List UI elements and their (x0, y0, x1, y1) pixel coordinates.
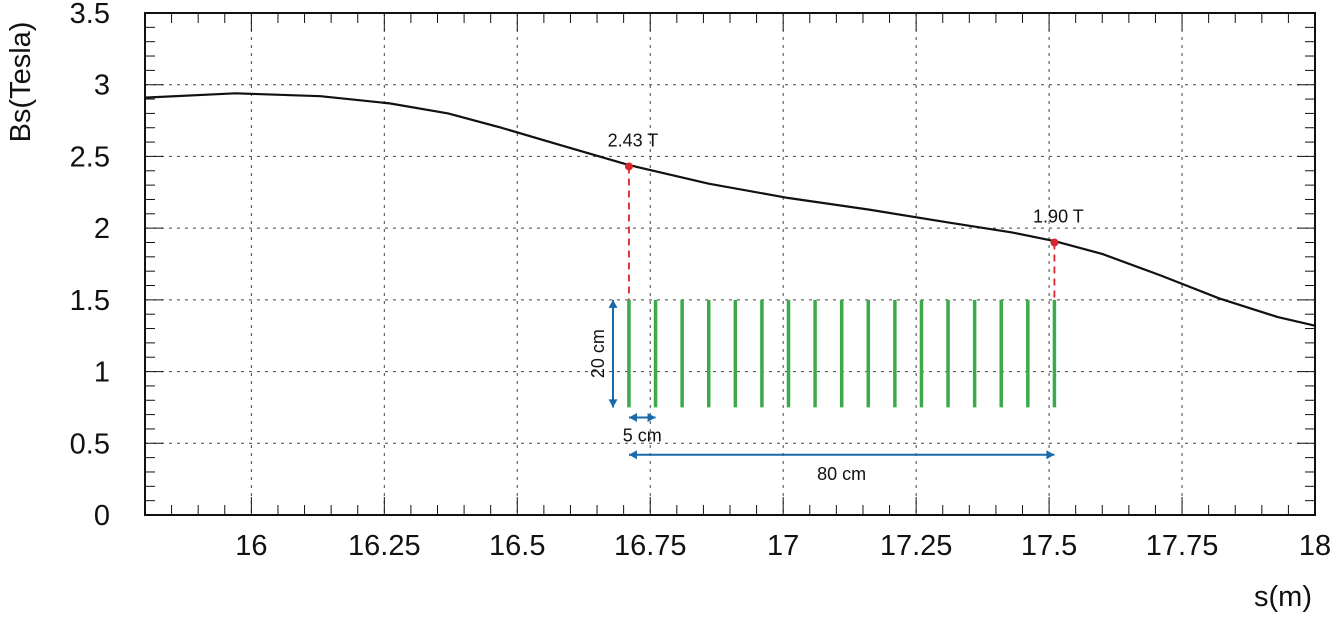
series (144, 92, 1316, 327)
arrow-head (647, 412, 656, 422)
markers: 2.43 T 1.90 T (608, 130, 1084, 300)
y-tick-labels: 0 0.5 1 1.5 2 2.5 3 3.5 (70, 0, 110, 532)
arrow-head (608, 399, 618, 408)
y-tick-label: 3 (94, 70, 110, 102)
grid (145, 13, 1315, 515)
arrow-head (1046, 450, 1055, 460)
marker-point (1050, 238, 1059, 247)
x-tick-label: 16 (235, 530, 267, 562)
dimension-label: 80 cm (817, 464, 866, 484)
y-tick-label: 1 (94, 357, 110, 389)
arrow-head (628, 412, 637, 422)
x-axis-label: s(m) (1254, 581, 1312, 613)
field-curve (144, 92, 1316, 327)
y-tick-label: 0 (94, 500, 110, 532)
x-tick-label: 17.25 (880, 530, 953, 562)
y-tick-label: 0.5 (70, 428, 110, 460)
plot-frame (144, 12, 1316, 516)
minor-ticks (144, 12, 1316, 516)
plates (627, 299, 1057, 408)
x-tick-labels: 16 16.25 16.5 16.75 17 17.25 17.5 17.75 18 (235, 530, 1331, 562)
marker-point (624, 162, 633, 171)
x-tick-label: 16.25 (348, 530, 421, 562)
y-tick-label: 3.5 (70, 0, 110, 30)
x-tick-label: 16.75 (614, 530, 687, 562)
dimension-label: 20 cm (588, 329, 608, 378)
y-axis-label: Bs(Tesla) (5, 22, 37, 143)
y-tick-label: 2 (94, 213, 110, 245)
x-tick-label: 17.75 (1146, 530, 1219, 562)
arrow-head (608, 299, 618, 308)
x-tick-label: 17.5 (1021, 530, 1077, 562)
dimension-arrows: 20 cm 5 cm 80 cm (588, 299, 1055, 484)
marker-label: 2.43 T (608, 130, 659, 150)
x-tick-label: 17 (767, 530, 799, 562)
dimension-label: 5 cm (623, 425, 662, 445)
x-tick-label: 16.5 (489, 530, 545, 562)
arrow-head (628, 450, 637, 460)
y-tick-label: 2.5 (70, 141, 110, 173)
x-tick-label: 18 (1299, 530, 1331, 562)
y-tick-label: 1.5 (70, 285, 110, 317)
marker-label: 1.90 T (1033, 206, 1084, 226)
